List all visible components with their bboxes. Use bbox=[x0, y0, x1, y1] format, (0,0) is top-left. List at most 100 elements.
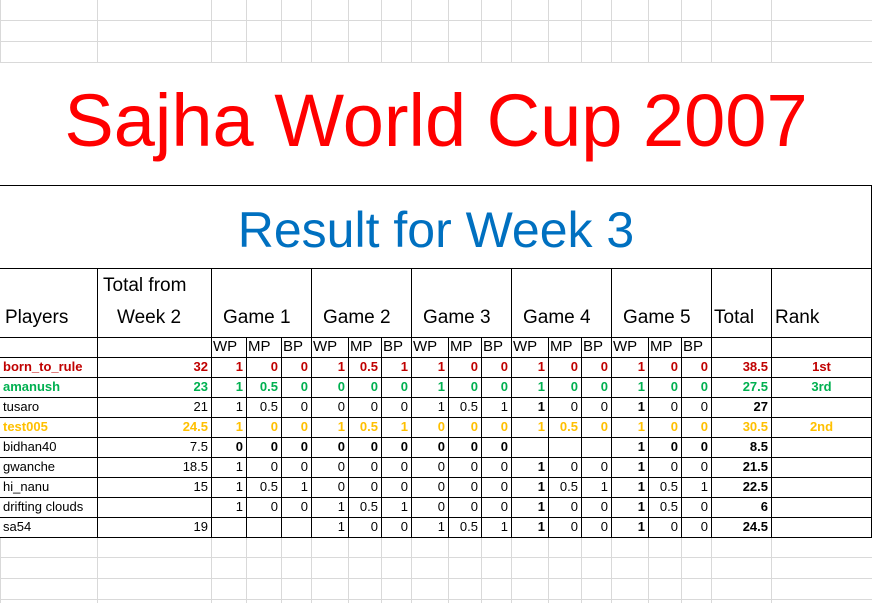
score-cell[interactable]: 0 bbox=[400, 459, 408, 474]
score-cell[interactable]: 1 bbox=[637, 399, 645, 414]
score-cell[interactable]: 0 bbox=[470, 419, 478, 434]
score-cell[interactable]: 0 bbox=[500, 419, 508, 434]
previous-total[interactable]: 7.5 bbox=[189, 439, 208, 454]
score-cell[interactable]: 0 bbox=[600, 359, 608, 374]
player-name[interactable]: sa54 bbox=[3, 519, 32, 534]
score-cell[interactable]: 1 bbox=[537, 519, 545, 534]
score-cell[interactable]: 1 bbox=[337, 359, 345, 374]
score-cell[interactable]: 1 bbox=[637, 479, 645, 494]
player-name[interactable]: gwanche bbox=[3, 459, 56, 474]
score-cell[interactable]: 0 bbox=[470, 359, 478, 374]
score-cell[interactable]: 1 bbox=[637, 359, 645, 374]
score-cell[interactable]: 0 bbox=[570, 379, 578, 394]
score-cell[interactable]: 0.5 bbox=[259, 379, 278, 394]
score-cell[interactable]: 0 bbox=[500, 459, 508, 474]
score-cell[interactable]: 1 bbox=[337, 519, 345, 534]
total-cell[interactable]: 38.5 bbox=[742, 359, 768, 374]
score-cell[interactable]: 0 bbox=[600, 519, 608, 534]
score-cell[interactable]: 0 bbox=[500, 359, 508, 374]
score-cell[interactable]: 0 bbox=[600, 379, 608, 394]
total-cell[interactable]: 30.5 bbox=[742, 419, 768, 434]
score-cell[interactable]: 0 bbox=[270, 359, 278, 374]
previous-total[interactable]: 21 bbox=[193, 399, 208, 414]
score-cell[interactable]: 0.5 bbox=[459, 519, 478, 534]
score-cell[interactable]: 0 bbox=[700, 399, 708, 414]
score-cell[interactable]: 0 bbox=[437, 479, 445, 494]
score-cell[interactable]: 0 bbox=[400, 439, 408, 454]
score-cell[interactable]: 0 bbox=[670, 439, 678, 454]
score-cell[interactable]: 0 bbox=[600, 499, 608, 514]
score-cell[interactable]: 1 bbox=[637, 459, 645, 474]
score-cell[interactable]: 1 bbox=[235, 399, 243, 414]
score-cell[interactable]: 1 bbox=[400, 359, 408, 374]
score-cell[interactable]: 0 bbox=[370, 379, 378, 394]
previous-total[interactable]: 18.5 bbox=[182, 459, 208, 474]
score-cell[interactable]: 0.5 bbox=[559, 479, 578, 494]
total-cell[interactable]: 21.5 bbox=[742, 459, 768, 474]
score-cell[interactable]: 0 bbox=[670, 379, 678, 394]
score-cell[interactable]: 0 bbox=[670, 359, 678, 374]
score-cell[interactable]: 0 bbox=[437, 459, 445, 474]
score-cell[interactable]: 0 bbox=[700, 439, 708, 454]
total-cell[interactable]: 8.5 bbox=[749, 439, 768, 454]
total-cell[interactable]: 22.5 bbox=[742, 479, 768, 494]
score-cell[interactable]: 0 bbox=[300, 399, 308, 414]
score-cell[interactable]: 0 bbox=[400, 519, 408, 534]
score-cell[interactable]: 0 bbox=[700, 499, 708, 514]
score-cell[interactable]: 0 bbox=[570, 459, 578, 474]
score-cell[interactable]: 0 bbox=[370, 459, 378, 474]
previous-total[interactable]: 23 bbox=[193, 379, 208, 394]
score-cell[interactable]: 1 bbox=[537, 499, 545, 514]
score-cell[interactable]: 0 bbox=[500, 379, 508, 394]
score-cell[interactable]: 1 bbox=[437, 519, 445, 534]
previous-total[interactable]: 15 bbox=[193, 479, 208, 494]
score-cell[interactable]: 0 bbox=[370, 479, 378, 494]
score-cell[interactable]: 0 bbox=[570, 359, 578, 374]
score-cell[interactable]: 0 bbox=[300, 499, 308, 514]
score-cell[interactable]: 0 bbox=[470, 479, 478, 494]
score-cell[interactable]: 0 bbox=[400, 479, 408, 494]
score-cell[interactable]: 0 bbox=[600, 399, 608, 414]
score-cell[interactable]: 0 bbox=[300, 459, 308, 474]
score-cell[interactable]: 0 bbox=[270, 439, 278, 454]
score-cell[interactable]: 0 bbox=[500, 499, 508, 514]
score-cell[interactable]: 0 bbox=[470, 439, 478, 454]
score-cell[interactable]: 0 bbox=[670, 519, 678, 534]
score-cell[interactable]: 1 bbox=[637, 419, 645, 434]
score-cell[interactable]: 0 bbox=[337, 399, 345, 414]
score-cell[interactable]: 1 bbox=[637, 379, 645, 394]
score-cell[interactable]: 0 bbox=[300, 359, 308, 374]
score-cell[interactable]: 1 bbox=[337, 499, 345, 514]
score-cell[interactable]: 1 bbox=[235, 479, 243, 494]
score-cell[interactable]: 1 bbox=[637, 499, 645, 514]
score-cell[interactable]: 0 bbox=[437, 439, 445, 454]
score-cell[interactable]: 0 bbox=[270, 499, 278, 514]
player-name[interactable]: born_to_rule bbox=[3, 359, 83, 374]
rank-cell[interactable]: 2nd bbox=[809, 419, 834, 434]
score-cell[interactable]: 0 bbox=[670, 419, 678, 434]
score-cell[interactable]: 1 bbox=[537, 419, 545, 434]
score-cell[interactable]: 0 bbox=[500, 479, 508, 494]
player-name[interactable]: amanush bbox=[3, 379, 61, 394]
previous-total[interactable]: 19 bbox=[193, 519, 208, 534]
score-cell[interactable]: 0 bbox=[470, 379, 478, 394]
score-cell[interactable]: 1 bbox=[437, 359, 445, 374]
previous-total[interactable]: 32 bbox=[193, 359, 208, 374]
player-name[interactable]: drifting clouds bbox=[3, 499, 84, 514]
total-cell[interactable]: 6 bbox=[760, 499, 768, 514]
score-cell[interactable]: 0 bbox=[700, 519, 708, 534]
score-cell[interactable]: 0 bbox=[370, 519, 378, 534]
total-cell[interactable]: 27 bbox=[753, 399, 768, 414]
score-cell[interactable]: 0 bbox=[500, 439, 508, 454]
score-cell[interactable]: 0 bbox=[670, 459, 678, 474]
score-cell[interactable]: 0 bbox=[470, 459, 478, 474]
score-cell[interactable]: 0 bbox=[600, 419, 608, 434]
score-cell[interactable]: 1 bbox=[300, 479, 308, 494]
score-cell[interactable]: 1 bbox=[337, 419, 345, 434]
previous-total[interactable]: 24.5 bbox=[182, 419, 208, 434]
score-cell[interactable]: 0 bbox=[370, 399, 378, 414]
score-cell[interactable]: 1 bbox=[537, 379, 545, 394]
score-cell[interactable]: 0.5 bbox=[659, 479, 678, 494]
score-cell[interactable]: 1 bbox=[437, 379, 445, 394]
score-cell[interactable]: 0 bbox=[270, 459, 278, 474]
